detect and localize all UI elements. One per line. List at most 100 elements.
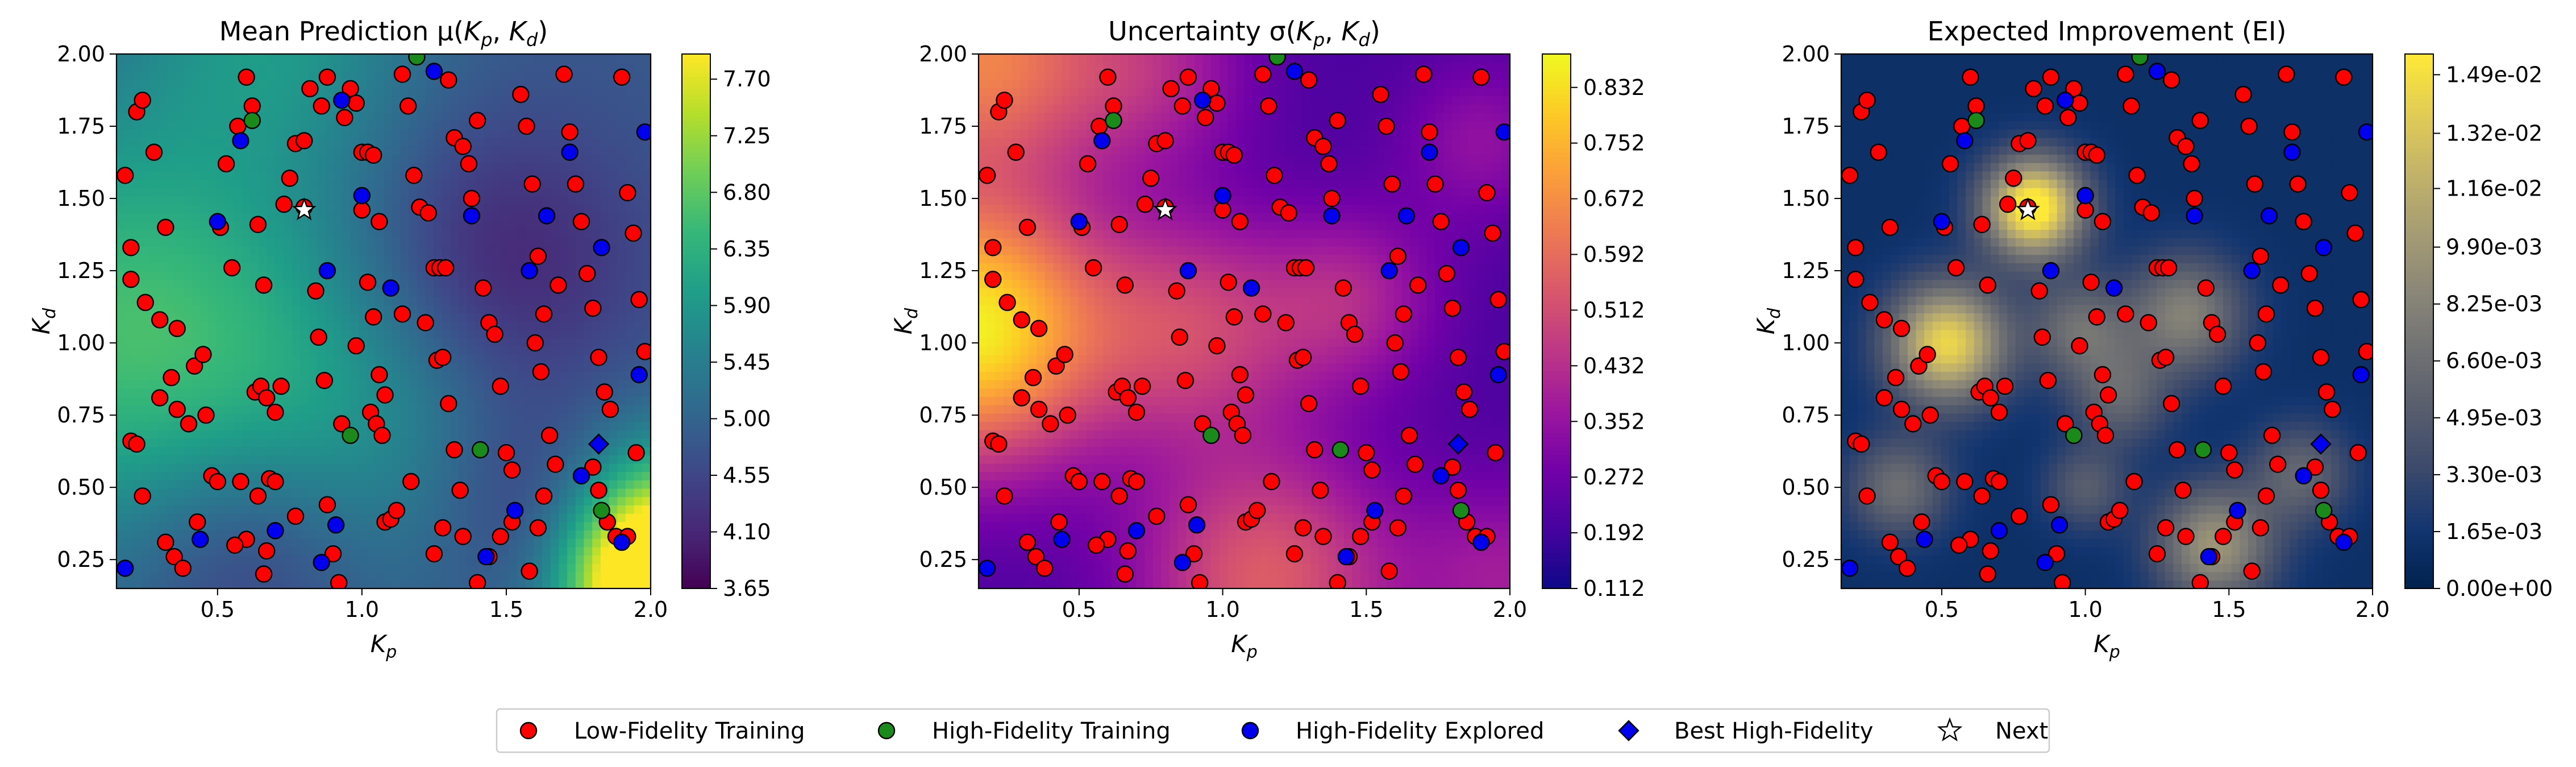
low-fidelity-point — [512, 85, 530, 103]
legend-label: Next — [1995, 718, 2048, 744]
low-fidelity-point — [365, 146, 382, 164]
colorbar-tick-label: 6.80 — [723, 180, 771, 205]
low-fidelity-point — [1947, 259, 1965, 277]
low-fidelity-point — [258, 542, 276, 560]
y-tick-label: 1.00 — [919, 330, 967, 355]
low-fidelity-point — [1179, 496, 1197, 513]
low-fidelity-point — [451, 482, 469, 499]
low-fidelity-point — [2283, 123, 2301, 141]
low-fidelity-point — [535, 487, 553, 505]
low-fidelity-point — [579, 264, 596, 283]
y-axis-label: Kd — [889, 308, 922, 335]
explored-point — [2148, 63, 2166, 80]
high-fidelity-point — [2131, 54, 2149, 66]
low-fidelity-point — [1421, 123, 1438, 141]
low-fidelity-point — [2025, 80, 2042, 98]
low-fidelity-point — [2065, 80, 2083, 98]
low-fidelity-point — [1091, 117, 1108, 135]
high-fidelity-point — [1967, 111, 1985, 130]
low-fidelity-point — [376, 386, 394, 404]
low-fidelity-point — [540, 426, 559, 444]
explored-point — [1214, 186, 1231, 205]
low-fidelity-point — [446, 441, 463, 459]
low-fidelity-point — [1372, 85, 1389, 103]
low-fidelity-point — [2243, 562, 2261, 580]
low-fidelity-point — [1323, 189, 1341, 208]
high-fidelity-point — [1202, 426, 1220, 444]
colorbar-tick-label: 0.192 — [1583, 520, 1645, 545]
x-tick-label: 0.5 — [201, 597, 235, 622]
explored-point — [636, 123, 651, 141]
x-tick-label: 1.0 — [2068, 597, 2102, 622]
low-fidelity-point — [2346, 224, 2364, 242]
low-fidelity-point — [463, 189, 481, 208]
low-fidelity-point — [1036, 559, 1054, 577]
explored-point — [2042, 262, 2060, 280]
colorbar-tick-label: 0.00e+00 — [2446, 576, 2553, 601]
low-fidelity-point — [1967, 97, 1985, 115]
low-fidelity-point — [2128, 167, 2146, 184]
low-fidelity-point — [2059, 109, 2077, 126]
low-fidelity-point — [185, 357, 203, 375]
explored-point — [1173, 554, 1192, 571]
low-fidelity-point — [347, 94, 365, 112]
low-fidelity-point — [371, 366, 388, 384]
low-fidelity-point — [468, 574, 486, 588]
explored-point — [382, 279, 399, 297]
scatter-points — [116, 54, 651, 588]
low-fidelity-point — [555, 65, 573, 83]
high-fidelity-point — [342, 426, 359, 444]
low-fidelity-point — [1979, 565, 1996, 583]
low-fidelity-point — [2272, 276, 2290, 294]
low-fidelity-point — [535, 305, 553, 323]
low-fidelity-point — [2257, 305, 2275, 323]
low-fidelity-point — [157, 218, 174, 237]
panel-title: Mean Prediction μ(Kp, Kd) — [219, 16, 548, 51]
colorbar-tick-label: 0.512 — [1583, 297, 1645, 322]
low-fidelity-point — [1294, 349, 1312, 366]
low-fidelity-point — [1013, 389, 1031, 407]
low-fidelity-point — [1110, 215, 1128, 233]
low-fidelity-point — [1478, 184, 1496, 202]
next-point — [1153, 197, 1177, 221]
high-fidelity-point — [1331, 441, 1350, 459]
low-fidelity-point — [2011, 507, 2028, 525]
low-fidelity-point — [281, 169, 299, 187]
explored-point — [2315, 239, 2333, 256]
colorbar-tick-label: 3.65 — [723, 576, 771, 601]
low-fidelity-point — [521, 562, 538, 580]
low-fidelity-point — [2226, 461, 2244, 479]
low-fidelity-point — [2306, 299, 2324, 317]
low-fidelity-point — [1334, 279, 1352, 297]
low-fidelity-point — [2071, 94, 2088, 112]
x-tick-label: 1.5 — [1349, 597, 1383, 622]
x-tick-label: 0.5 — [1062, 597, 1096, 622]
low-fidelity-point — [1847, 271, 1865, 288]
panel-2: 0.5 1.0 1.5 2.0 0.25 0.50 0.75 1.00 1.25 1.50 1.75… — [889, 16, 1645, 662]
explored-point — [2243, 262, 2261, 280]
low-fidelity-point — [1056, 346, 1073, 363]
low-fidelity-point — [333, 415, 351, 433]
low-fidelity-point — [2033, 328, 2051, 346]
low-fidelity-point — [2057, 415, 2074, 433]
low-fidelity-point — [2169, 441, 2186, 459]
low-fidelity-point — [2019, 132, 2037, 150]
low-fidelity-point — [1297, 259, 1315, 277]
explored-point — [2358, 123, 2373, 141]
low-fidelity-point — [122, 271, 140, 288]
low-fidelity-point — [318, 496, 336, 513]
low-fidelity-point — [318, 68, 336, 86]
next-point — [2016, 197, 2040, 221]
low-fidelity-point — [2234, 85, 2252, 103]
low-fidelity-point — [315, 371, 334, 389]
low-fidelity-point — [296, 132, 313, 150]
explored-point — [2335, 533, 2353, 551]
low-fidelity-point — [523, 175, 541, 193]
explored-point — [327, 516, 345, 534]
low-fidelity-point — [1392, 363, 1410, 381]
low-fidelity-point — [1156, 132, 1174, 150]
x-tick-label: 1.0 — [345, 597, 379, 622]
low-fidelity-point — [454, 138, 472, 155]
low-fidelity-point — [267, 403, 284, 421]
colorbar-tick-label: 6.60e-03 — [2446, 349, 2542, 374]
